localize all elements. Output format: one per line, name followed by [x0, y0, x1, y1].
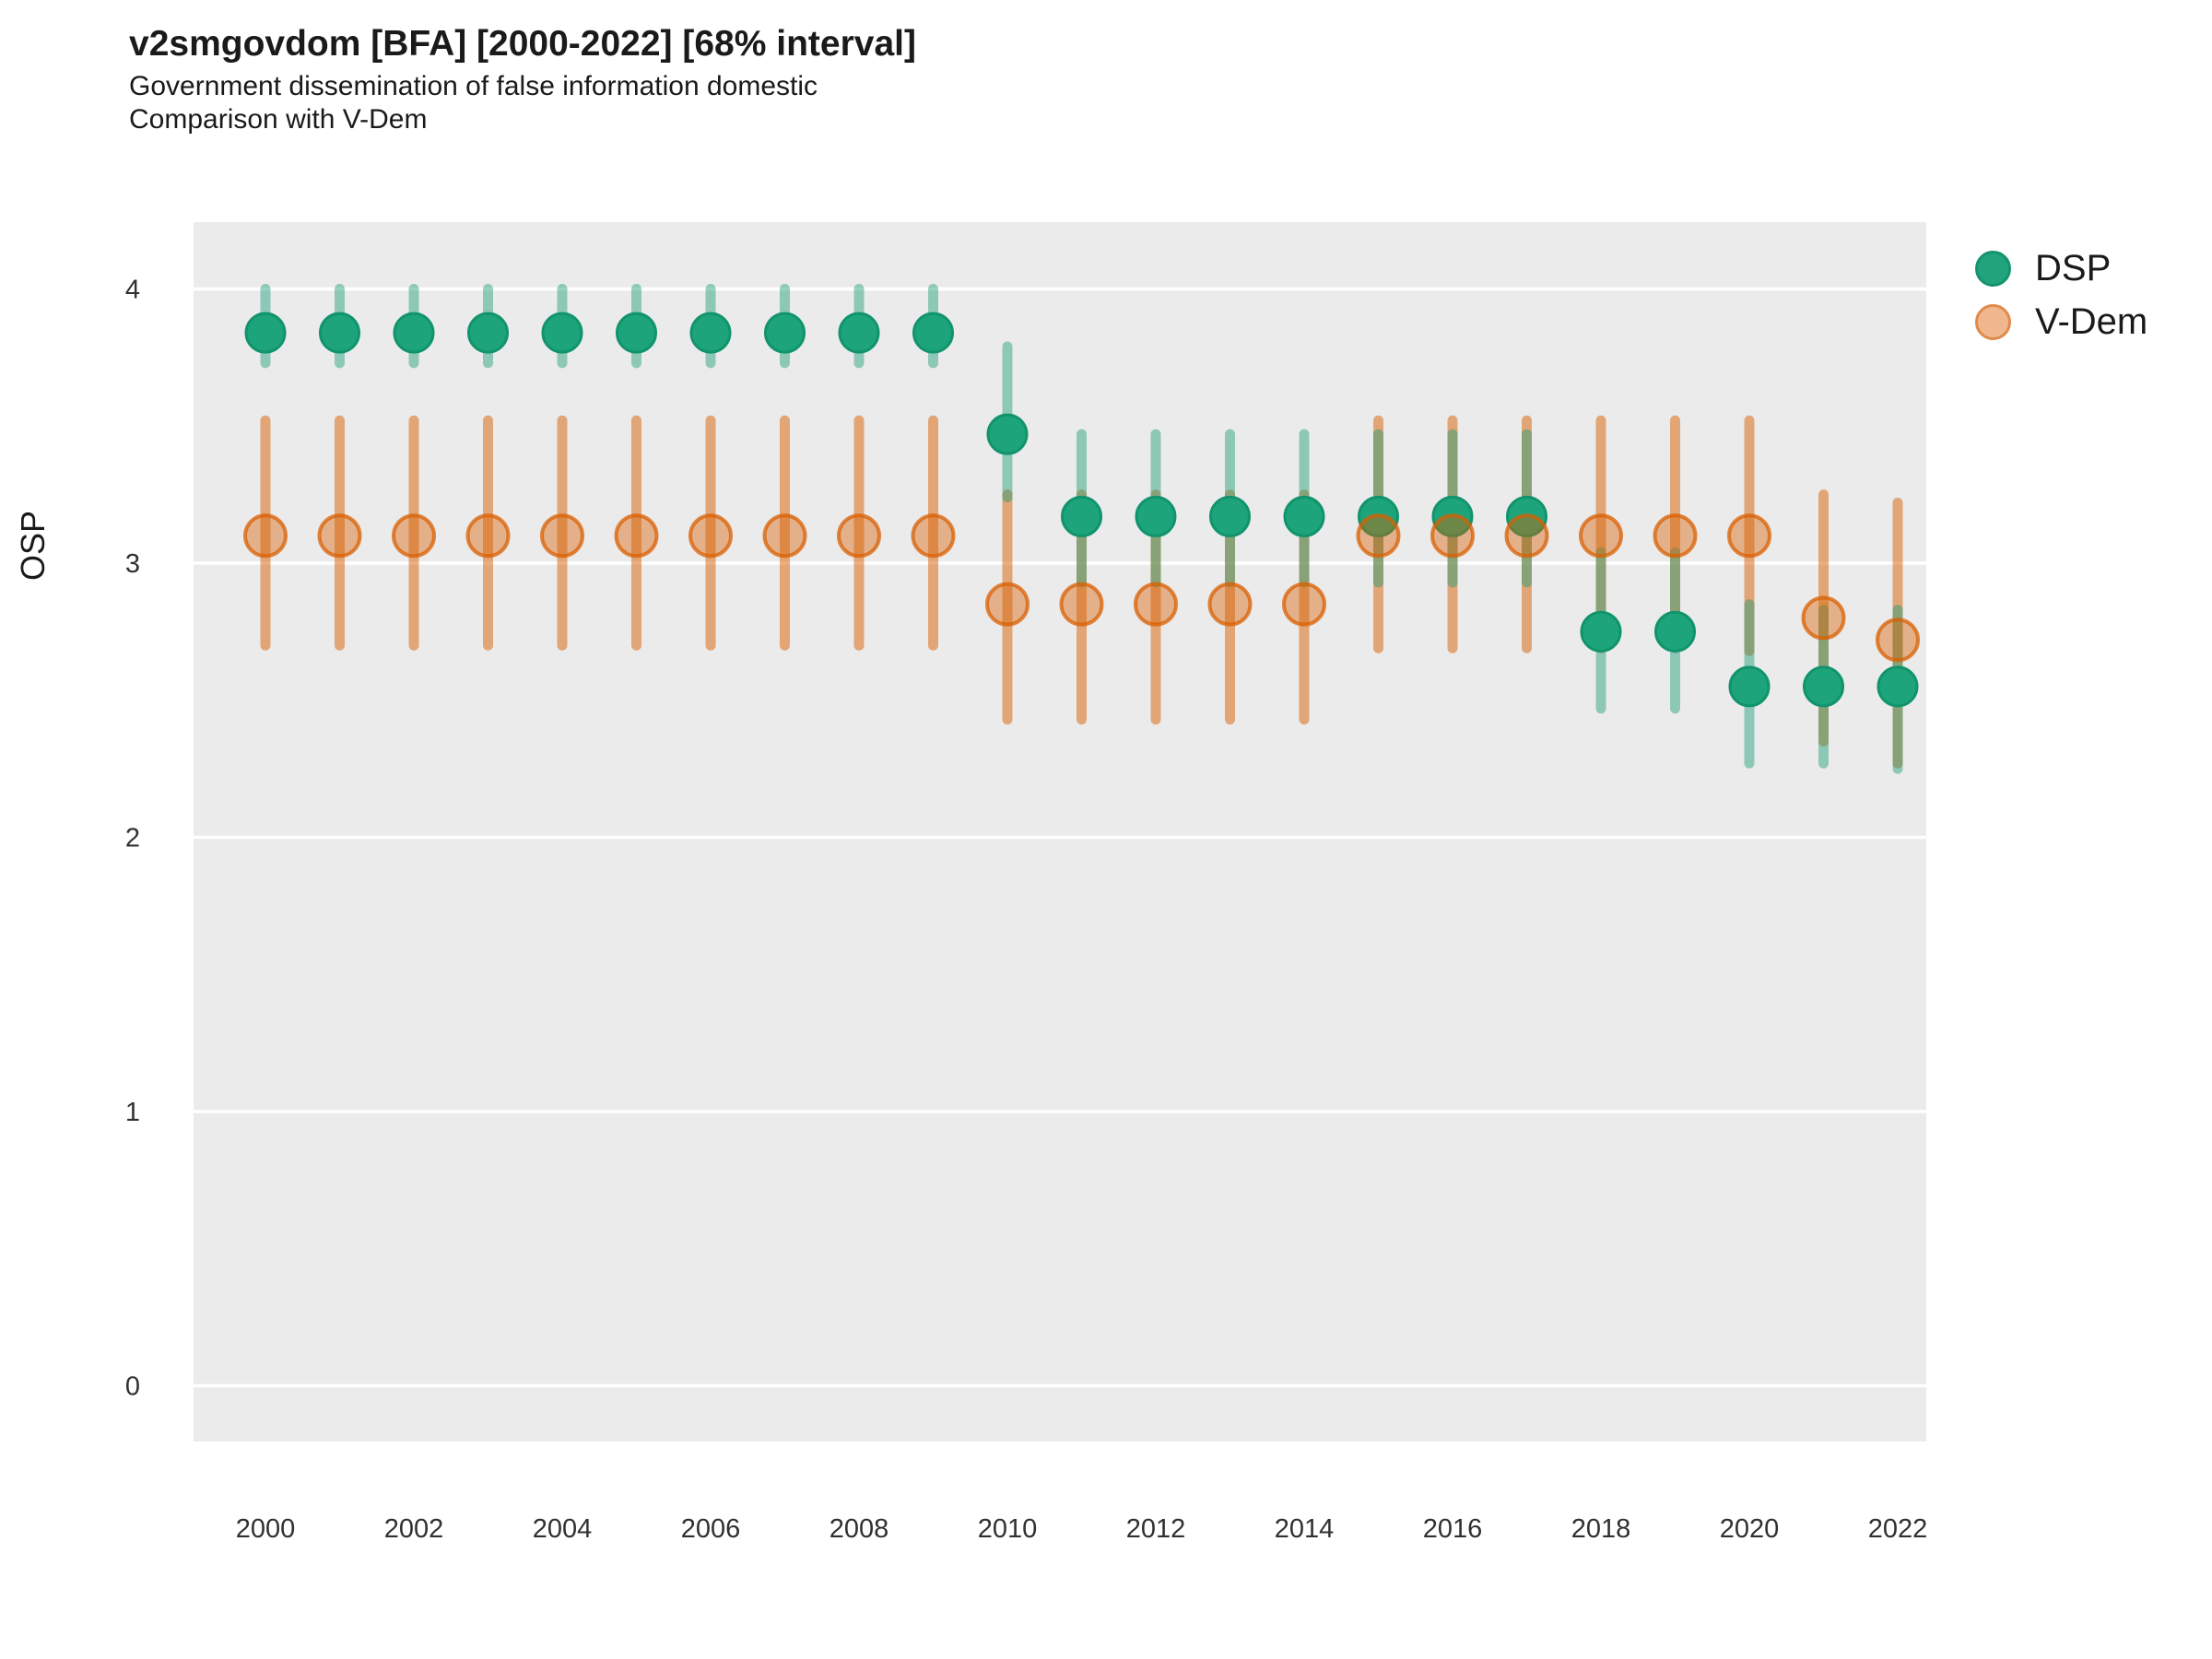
point-vdem-2000 [243, 513, 288, 559]
point-vdem-2004 [540, 513, 584, 559]
point-dsp-2020 [1728, 665, 1771, 708]
point-dsp-2000 [244, 312, 287, 354]
point-vdem-2003 [465, 513, 511, 559]
legend: DSP V-Dem [1975, 241, 2147, 348]
point-dsp-2019 [1654, 610, 1696, 653]
point-vdem-2020 [1727, 513, 1771, 559]
legend-item-dsp: DSP [1975, 241, 2147, 295]
point-vdem-2012 [1134, 582, 1178, 627]
y-tick-label: 1 [125, 1098, 140, 1127]
chart-title: v2smgovdom [BFA] [2000-2022] [68% interv… [129, 24, 916, 64]
y-axis-title: OSP [14, 511, 52, 581]
legend-label-vdem: V-Dem [2035, 300, 2148, 342]
x-tick-label: 2010 [978, 1514, 1038, 1544]
point-vdem-2006 [688, 513, 733, 559]
point-vdem-2018 [1579, 513, 1623, 559]
point-vdem-2001 [317, 513, 362, 559]
x-tick-label: 2020 [1720, 1514, 1780, 1544]
point-dsp-2013 [1209, 495, 1251, 537]
x-tick-label: 2002 [384, 1514, 444, 1544]
y-tick-label: 4 [125, 276, 140, 305]
point-vdem-2009 [911, 513, 956, 559]
legend-item-vdem: V-Dem [1975, 295, 2147, 348]
point-dsp-2008 [838, 312, 880, 354]
x-tick-label: 2014 [1275, 1514, 1335, 1544]
point-dsp-2002 [393, 312, 435, 354]
point-vdem-2014 [1282, 582, 1326, 627]
point-dsp-2005 [616, 312, 657, 354]
x-tick-label: 2004 [533, 1514, 593, 1544]
x-tick-label: 2016 [1423, 1514, 1483, 1544]
point-dsp-2011 [1061, 495, 1102, 537]
point-dsp-2018 [1580, 610, 1622, 653]
x-tick-label: 2012 [1126, 1514, 1186, 1544]
point-vdem-2002 [392, 513, 436, 559]
point-dsp-2012 [1135, 495, 1177, 537]
point-vdem-2005 [614, 513, 659, 559]
x-tick-label: 2022 [1868, 1514, 1928, 1544]
x-tick-label: 2018 [1571, 1514, 1631, 1544]
point-vdem-2007 [762, 513, 807, 559]
point-dsp-2003 [467, 312, 509, 354]
x-tick-label: 2006 [681, 1514, 741, 1544]
chart-subtitle: Government dissemination of false inform… [129, 71, 818, 101]
point-vdem-2017 [1504, 513, 1549, 559]
point-dsp-2010 [986, 413, 1029, 455]
x-tick-label: 2000 [236, 1514, 296, 1544]
point-dsp-2001 [319, 312, 360, 354]
point-dsp-2022 [1877, 665, 1919, 708]
point-vdem-2021 [1801, 595, 1846, 641]
point-dsp-2006 [689, 312, 732, 354]
point-dsp-2007 [764, 312, 806, 354]
point-vdem-2015 [1356, 513, 1401, 559]
chart-subtitle-2: Comparison with V-Dem [129, 104, 428, 135]
point-vdem-2022 [1876, 618, 1920, 663]
vdem-legend-dot-icon [1975, 303, 2011, 340]
dsp-legend-dot-icon [1975, 250, 2011, 287]
point-dsp-2021 [1803, 665, 1844, 708]
point-dsp-2009 [912, 312, 954, 354]
point-vdem-2019 [1653, 513, 1698, 559]
y-tick-label: 2 [125, 824, 140, 853]
legend-label-dsp: DSP [2035, 247, 2112, 288]
point-dsp-2014 [1283, 495, 1325, 537]
point-vdem-2010 [985, 582, 1030, 627]
x-tick-label: 2008 [830, 1514, 889, 1544]
point-vdem-2013 [1207, 582, 1253, 627]
y-tick-label: 3 [125, 549, 140, 579]
y-tick-label: 0 [125, 1372, 140, 1402]
point-vdem-2011 [1059, 582, 1104, 627]
point-vdem-2016 [1430, 513, 1475, 559]
point-vdem-2008 [837, 513, 881, 559]
plot-panel [194, 222, 1926, 1441]
point-dsp-2004 [541, 312, 583, 354]
